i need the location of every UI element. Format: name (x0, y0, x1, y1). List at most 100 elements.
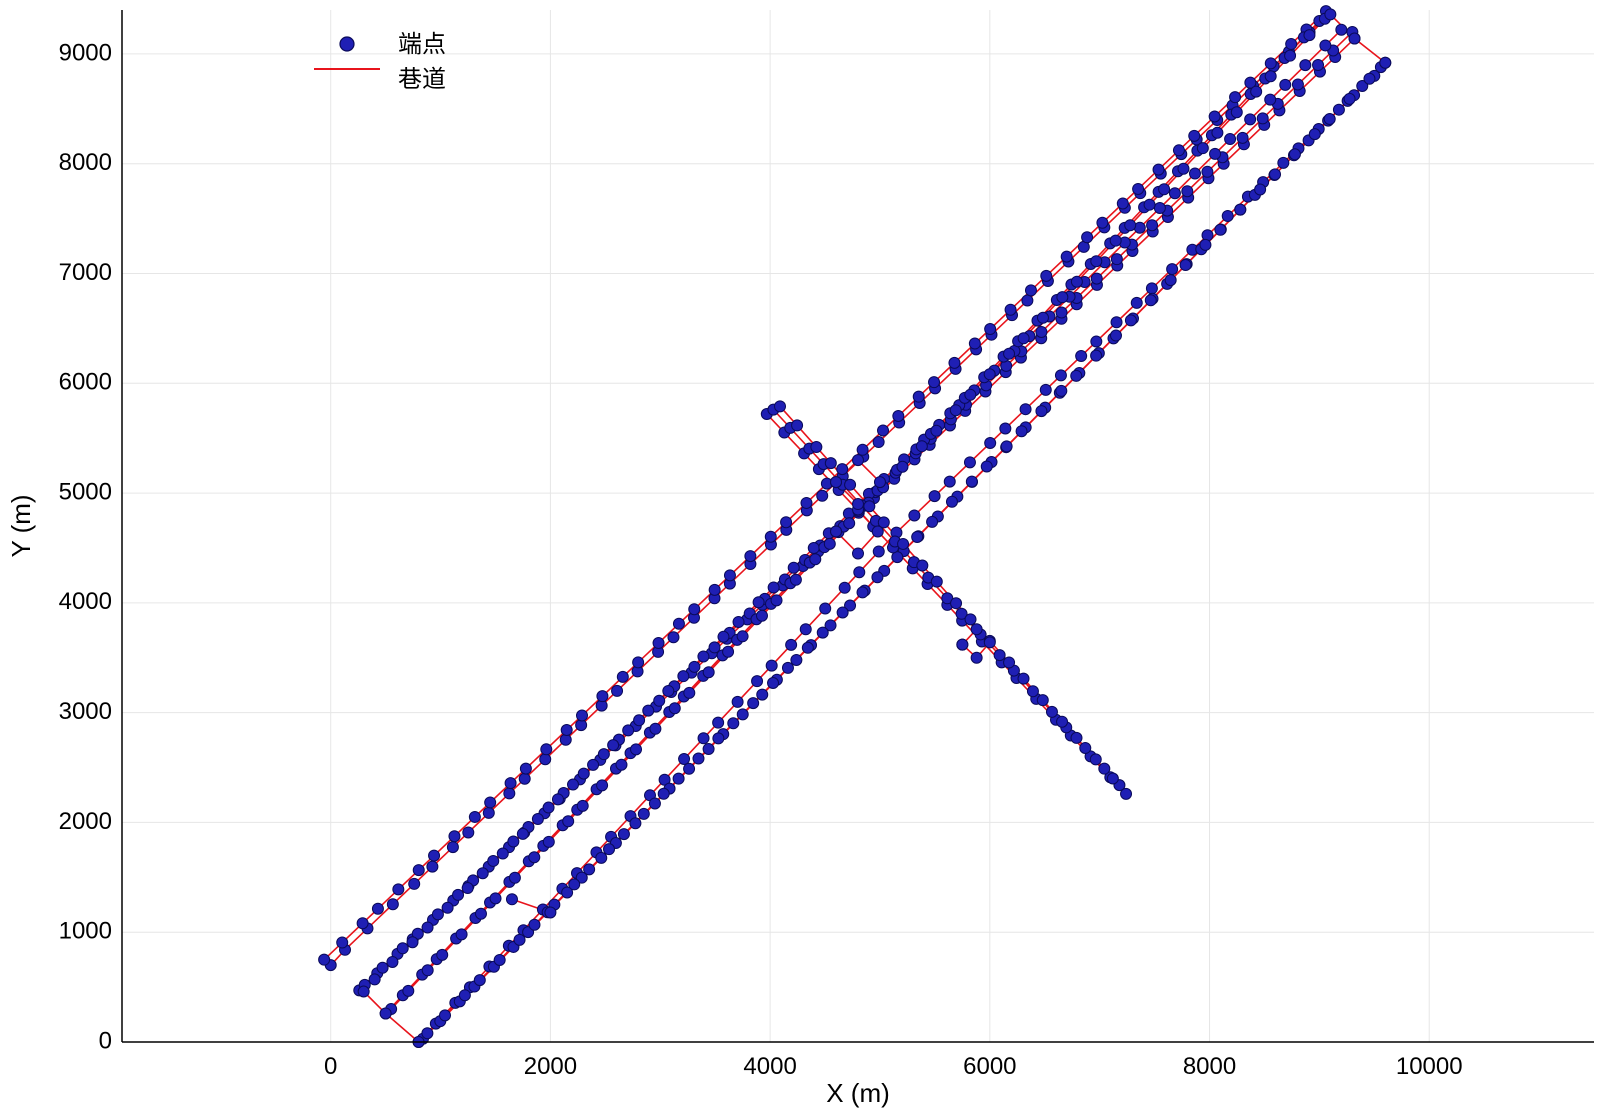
endpoint-marker (983, 368, 996, 381)
endpoint-marker (722, 645, 735, 658)
endpoint-marker (1110, 316, 1123, 329)
x-tick-label: 8000 (1183, 1053, 1236, 1080)
endpoint-marker (1116, 197, 1129, 210)
endpoint-marker (844, 599, 857, 612)
endpoint-marker (911, 530, 924, 543)
endpoint-marker (455, 928, 468, 941)
endpoint-marker (683, 686, 696, 699)
endpoint-marker (1035, 405, 1048, 418)
endpoint-marker (756, 688, 769, 701)
endpoint-marker (1090, 255, 1103, 268)
endpoint-marker (892, 409, 905, 422)
endpoint-marker (318, 953, 331, 966)
endpoint-marker (908, 509, 921, 522)
endpoint-marker (1285, 38, 1298, 51)
endpoint-marker (1004, 303, 1017, 316)
endpoint-marker (1035, 325, 1048, 338)
endpoint-marker (852, 454, 864, 467)
endpoint-marker (1209, 147, 1222, 160)
x-tick-label: 0 (324, 1053, 337, 1080)
endpoint-marker (993, 649, 1006, 662)
endpoint-marker (678, 752, 691, 765)
endpoint-marker (688, 603, 701, 616)
endpoint-marker (633, 714, 646, 727)
endpoint-marker (1244, 113, 1257, 126)
endpoint-marker (770, 594, 783, 607)
endpoint-marker (780, 516, 793, 529)
endpoint-marker (484, 796, 497, 809)
endpoint-marker (551, 793, 564, 806)
endpoint-marker (702, 743, 715, 756)
endpoint-marker (528, 851, 541, 864)
endpoint-marker (672, 772, 685, 785)
endpoint-marker (1106, 772, 1119, 785)
endpoint-marker (744, 550, 757, 563)
endpoint-marker (871, 571, 884, 584)
endpoint-marker (1236, 131, 1249, 144)
endpoint-marker (980, 460, 993, 473)
endpoint-marker (603, 843, 616, 856)
endpoint-marker (568, 878, 581, 891)
endpoint-marker (852, 547, 864, 560)
endpoint-marker (856, 586, 869, 599)
endpoint-marker (1079, 742, 1092, 755)
endpoint-marker (1109, 234, 1122, 247)
endpoint-marker (421, 921, 434, 934)
endpoint-marker (838, 581, 851, 594)
endpoint-marker (999, 422, 1012, 435)
endpoint-marker (767, 677, 780, 690)
endpoint-marker (712, 732, 725, 745)
endpoint-marker (896, 460, 909, 473)
endpoint-marker (915, 440, 928, 453)
endpoint-marker (1284, 49, 1297, 62)
endpoint-marker (1196, 142, 1209, 155)
endpoint-marker (752, 596, 765, 609)
endpoint-marker (1279, 78, 1292, 91)
endpoint-marker (1199, 238, 1212, 251)
endpoint-marker (819, 602, 832, 615)
endpoint-marker (1230, 106, 1243, 119)
endpoint-marker (955, 607, 968, 620)
endpoint-marker (964, 388, 977, 401)
endpoint-marker (970, 623, 983, 636)
endpoint-marker (912, 390, 925, 403)
endpoint-marker (736, 630, 749, 643)
endpoint-marker (441, 901, 454, 914)
endpoint-marker (1288, 148, 1301, 161)
y-tick-label: 4000 (59, 588, 112, 615)
endpoint-marker (1177, 162, 1190, 175)
endpoint-marker (1055, 384, 1068, 397)
endpoint-marker (1319, 39, 1332, 52)
endpoint-marker (513, 933, 526, 946)
endpoint-marker (406, 936, 419, 949)
endpoint-marker (1234, 203, 1247, 216)
endpoint-marker (1324, 8, 1337, 21)
endpoint-marker (595, 851, 608, 864)
endpoint-marker (1291, 78, 1304, 91)
endpoint-marker (823, 537, 836, 550)
endpoint-marker (426, 860, 439, 873)
endpoint-marker (544, 906, 557, 919)
endpoint-marker (1152, 163, 1165, 176)
endpoint-marker (482, 806, 495, 819)
endpoint-marker (956, 638, 969, 651)
endpoint-marker (1264, 57, 1277, 70)
endpoint-marker (1379, 56, 1392, 69)
endpoint-marker (873, 476, 886, 489)
endpoint-marker (1036, 694, 1049, 707)
endpoint-marker (1124, 219, 1137, 232)
endpoint-marker (949, 404, 962, 417)
endpoint-marker (368, 973, 381, 986)
endpoint-marker (1075, 350, 1088, 363)
endpoint-marker (789, 573, 802, 586)
endpoint-marker (1348, 32, 1361, 45)
endpoint-marker (412, 864, 425, 877)
endpoint-marker (1308, 128, 1321, 141)
endpoint-marker (504, 777, 517, 790)
endpoint-marker (1070, 275, 1083, 288)
endpoint-marker (448, 830, 461, 843)
endpoint-marker (487, 854, 500, 867)
endpoint-marker (1146, 219, 1159, 232)
endpoint-marker (843, 517, 856, 530)
y-tick-labels: 0 1000 2000 3000 4000 5000 6000 7000 8000 9000 (59, 39, 112, 1054)
